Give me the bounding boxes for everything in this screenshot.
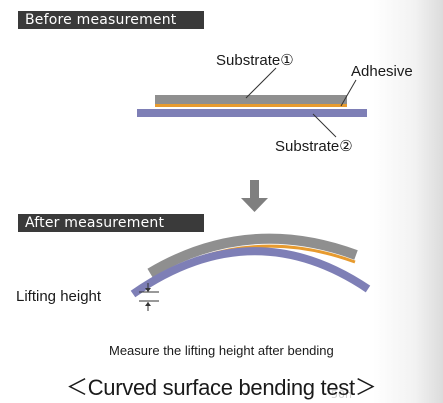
substrate-2-flat [137,109,367,117]
adhesive-flat [155,104,347,107]
adhesive-label: Adhesive [351,63,413,80]
before-measurement-label: Before measurement [18,11,204,29]
substrate-1-leader [245,67,277,99]
after-measurement-label: After measurement [18,214,204,232]
substrate-2-label: Substrate② [275,138,353,155]
background-photo-strip [373,0,443,403]
lifting-height-label: Lifting height [16,288,102,305]
substrate-2-curved [130,247,371,298]
adhesive-leader [340,79,357,107]
measurement-note: Measure the lifting height after bending [109,343,334,358]
background-photo-mark: 50n [331,388,352,401]
lifting-height-indicator [139,283,159,311]
down-arrow-icon [241,180,268,212]
figure-caption: ＜Curved surface bending test＞ [66,375,377,400]
substrate-1-label: Substrate① [216,52,294,69]
substrate-2-leader [312,113,337,138]
substrate-1-flat [155,95,347,104]
substrate-1-curved [147,233,358,278]
